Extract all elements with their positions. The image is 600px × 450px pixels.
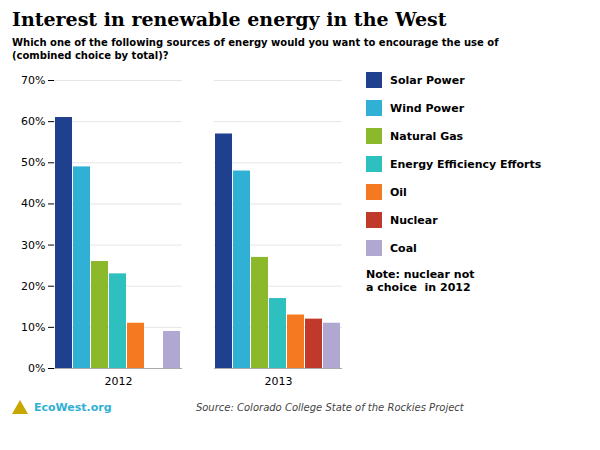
html-text:Nuclear: Nuclear — [390, 213, 438, 227]
html-text:Natural Gas: Natural Gas — [390, 129, 464, 143]
svg-text:40%: 40% — [21, 197, 45, 210]
svg-text:60%: 60% — [21, 115, 45, 128]
svg-text:30%: 30% — [21, 239, 45, 252]
html-text:Which one of the following sou: Which one of the following sources of en… — [12, 37, 499, 61]
svg-text:2013: 2013 — [265, 375, 293, 388]
html-text:Energy Efficiency Efforts: Energy Efficiency Efforts — [390, 157, 542, 171]
html-text:Oil: Oil — [390, 185, 407, 199]
html-text:Solar Power: Solar Power — [390, 73, 465, 87]
html-text:Source: Colorado College State: Source: Colorado College State of the Ro… — [195, 401, 464, 413]
html-text:Interest in renewable energy i: Interest in renewable energy in the West — [12, 8, 447, 30]
svg-text:0%: 0% — [28, 362, 45, 375]
svg-text:10%: 10% — [21, 321, 45, 334]
html-text:EcoWest.org: EcoWest.org — [34, 400, 112, 414]
svg-text:2012: 2012 — [105, 375, 133, 388]
html-text:Note: nuclear not a choice in: Note: nuclear not a choice in 2012 — [366, 268, 475, 294]
svg-text:70%: 70% — [21, 74, 45, 87]
html-text:Wind Power: Wind Power — [390, 101, 465, 115]
svg-text:20%: 20% — [21, 280, 45, 293]
svg-text:50%: 50% — [21, 156, 45, 169]
html-text:Coal: Coal — [390, 241, 417, 255]
